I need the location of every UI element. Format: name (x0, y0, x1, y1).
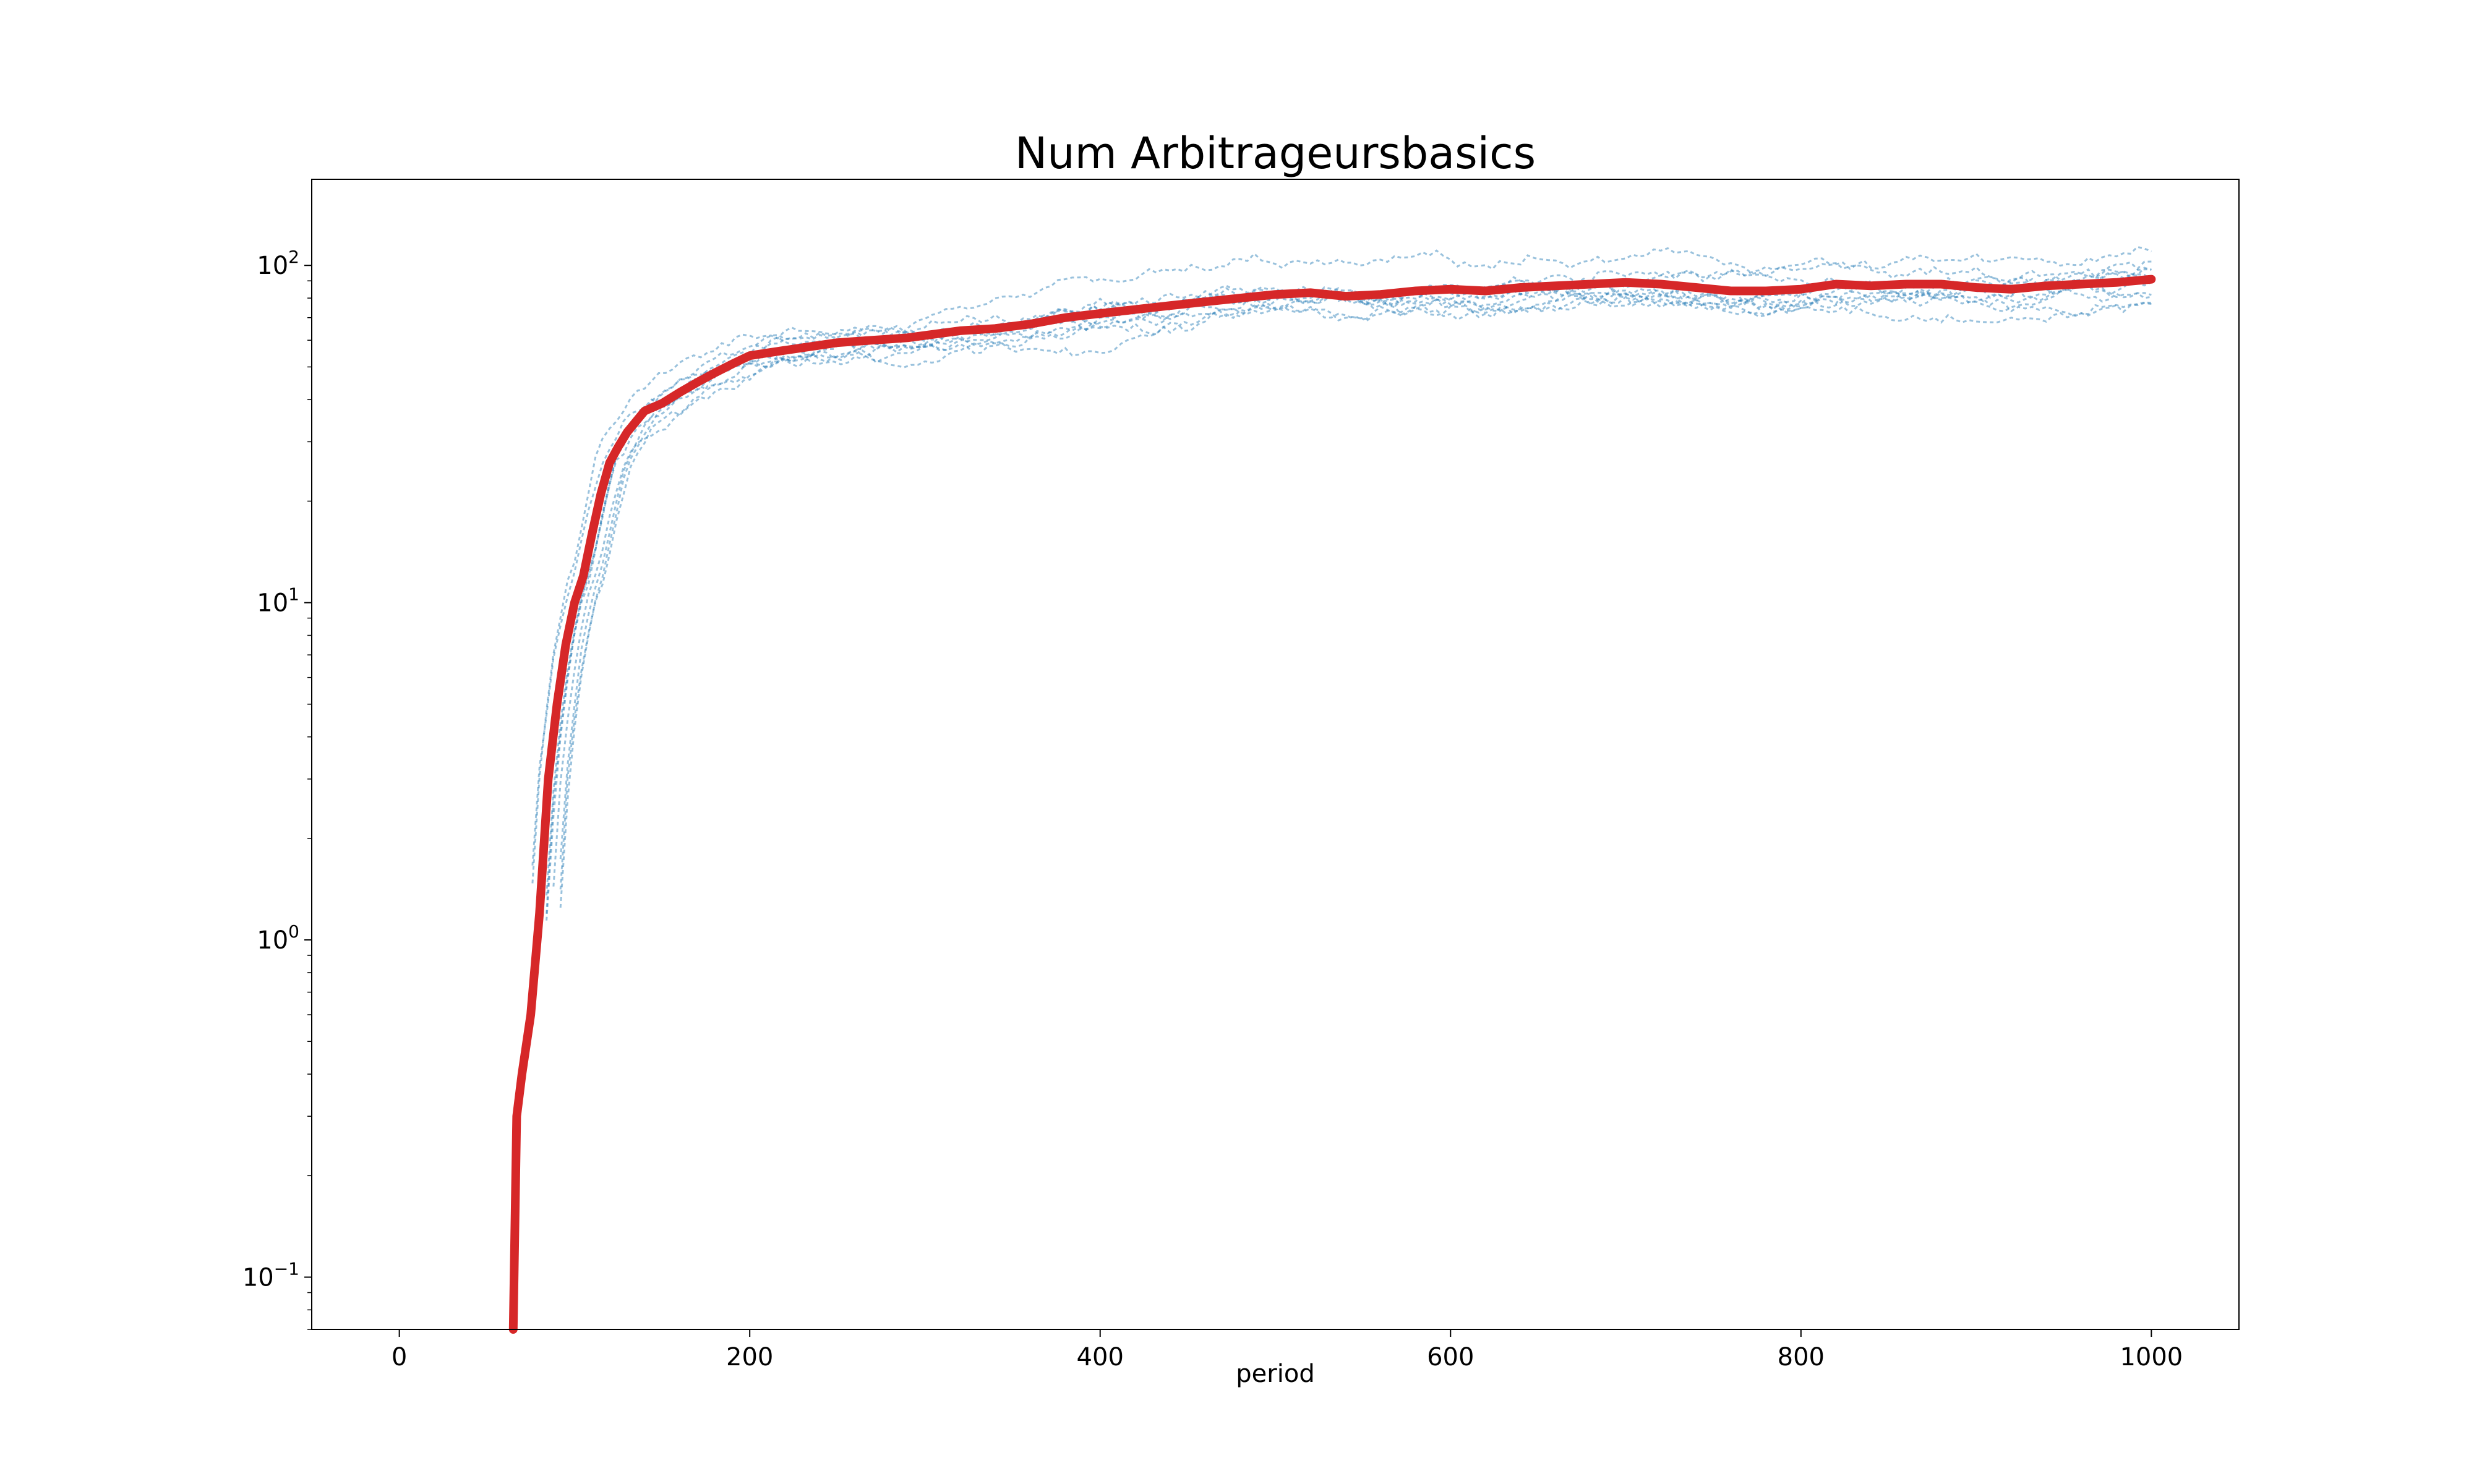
x-tick-label: 600 (1427, 1343, 1474, 1371)
run-line (546, 286, 2152, 896)
x-tick-label: 800 (1778, 1343, 1825, 1371)
y-tick-label: 101 (257, 584, 299, 618)
x-axis: 0 200 400 600 800 1000 (392, 1329, 2183, 1371)
x-tick-label: 200 (726, 1343, 773, 1371)
mean-series (508, 275, 2156, 1334)
run-line (546, 290, 2152, 914)
run-line (552, 283, 2152, 887)
y-tick-label: 102 (257, 247, 299, 280)
run-line (538, 268, 2152, 916)
x-tick-label: 400 (1077, 1343, 1124, 1371)
mean-line (508, 275, 2156, 1334)
plot-frame (311, 179, 2240, 1330)
run-line (546, 269, 2152, 921)
y-axis: 10−1 100 101 102 (242, 247, 312, 1330)
x-tick-label: 0 (392, 1343, 407, 1371)
run-line (531, 245, 2152, 866)
y-tick-label: 10−1 (242, 1259, 299, 1292)
x-tick-label: 1000 (2120, 1343, 2183, 1371)
chart-title: Num Arbitrageursbasics (1015, 128, 1536, 179)
run-line (559, 270, 2152, 859)
y-tick-label: 100 (257, 921, 299, 955)
run-line (559, 257, 2152, 890)
run-line (559, 267, 2152, 908)
x-axis-label: period (1236, 1360, 1314, 1388)
